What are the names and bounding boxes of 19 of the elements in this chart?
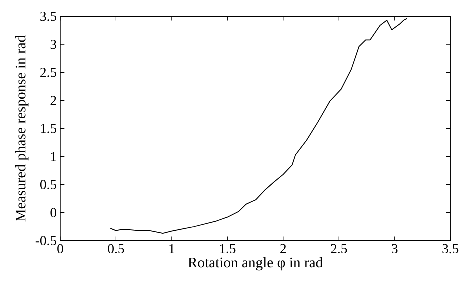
y-tick-label: 1 xyxy=(51,152,56,162)
x-tick-label: 1 xyxy=(170,244,175,254)
y-tick-label: 2.5 xyxy=(40,68,57,78)
y-tick-label: 0 xyxy=(50,208,57,218)
x-axis-title: Rotation angle φ in rad xyxy=(188,258,323,271)
y-tick-label: 3.5 xyxy=(40,12,57,22)
x-tick-label: 3 xyxy=(392,244,398,254)
y-tick-label: 3 xyxy=(50,40,57,50)
x-tick-label: 2.5 xyxy=(331,244,348,254)
y-tick-label: 0.5 xyxy=(40,180,57,190)
x-tick-label: 0 xyxy=(58,244,64,254)
y-tick-label: 2 xyxy=(50,96,56,106)
x-tick-label: 2 xyxy=(280,244,286,254)
x-tick-label: 3.5 xyxy=(442,244,459,254)
y-tick-label: -0.5 xyxy=(36,236,57,246)
y-axis-title: Measured phase response in rad xyxy=(15,36,29,222)
x-tick-label: 1.5 xyxy=(220,244,236,254)
y-tick-label: 1.5 xyxy=(41,124,57,134)
x-tick-label: 0.5 xyxy=(108,244,124,254)
